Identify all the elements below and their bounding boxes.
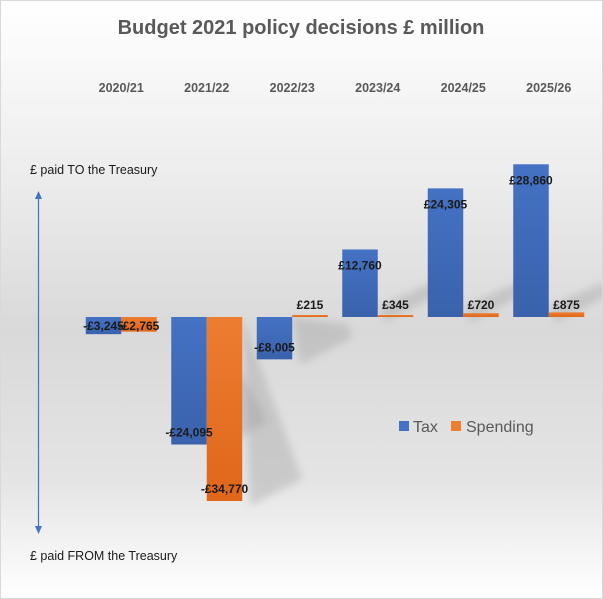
category-axis: 2020/21 2021/22 2022/23 2023/24 2024/25 2025/…	[99, 81, 572, 95]
double-arrow-icon	[35, 191, 42, 534]
bar-shadow	[377, 282, 438, 322]
data-label: £12,760	[338, 258, 382, 272]
bar-spending-2022-23	[292, 315, 328, 317]
data-label: £345	[382, 298, 409, 312]
data-labels: -£3,245-£2,765 -£24,095 -£34,770 -£8,005 £21…	[83, 173, 580, 496]
bar-shadow	[463, 282, 524, 322]
legend-swatch-tax	[399, 421, 409, 431]
bar-spending-2023-24	[377, 315, 414, 317]
legend-label-tax: Tax	[413, 419, 438, 436]
data-label: -£8,005	[254, 340, 295, 354]
bar-tax-2023-24	[342, 249, 378, 317]
annotation-paid-from-treasury: £ paid FROM the Treasury	[30, 549, 178, 563]
data-label: £215	[297, 298, 324, 312]
bar-spending-2021-22	[206, 317, 243, 501]
bar-tax-2024-25	[427, 188, 464, 317]
data-label: £24,305	[424, 197, 468, 211]
bar-spending-2020-21	[121, 317, 157, 332]
bars	[85, 164, 585, 501]
bar-shadow	[548, 282, 602, 322]
legend-swatch-spending	[451, 421, 461, 431]
category-label: 2025/26	[526, 81, 571, 95]
bar-spending-2024-25	[463, 313, 499, 317]
category-label: 2024/25	[441, 81, 486, 95]
data-label: £720	[468, 298, 495, 312]
legend-label-spending: Spending	[466, 419, 534, 436]
category-label: 2021/22	[184, 81, 229, 95]
legend: Tax Spending	[399, 419, 534, 436]
bar-tax-2021-22	[171, 317, 207, 445]
data-label: -£34,770	[201, 482, 249, 496]
arrow-head-down	[35, 526, 42, 534]
category-label: 2020/21	[99, 81, 144, 95]
data-label: £28,860	[509, 173, 553, 187]
data-label: -£2,765	[119, 319, 160, 333]
data-label: £875	[553, 298, 580, 312]
category-label: 2023/24	[355, 81, 400, 95]
chart-title: Budget 2021 policy decisions £ million	[118, 17, 485, 39]
bar-tax-2022-23	[256, 317, 293, 360]
bar-shadow	[292, 317, 353, 365]
bar-shadow	[242, 317, 303, 506]
bar-tax-2025-26	[513, 164, 549, 317]
data-label: -£3,245	[83, 319, 124, 333]
arrow-head-up	[35, 191, 42, 199]
data-label: -£24,095	[165, 426, 213, 440]
annotation-paid-to-treasury: £ paid TO the Treasury	[30, 163, 158, 177]
category-label: 2022/23	[270, 81, 315, 95]
bar-spending-2025-26	[548, 312, 585, 317]
bar-tax-2020-21	[85, 317, 122, 335]
